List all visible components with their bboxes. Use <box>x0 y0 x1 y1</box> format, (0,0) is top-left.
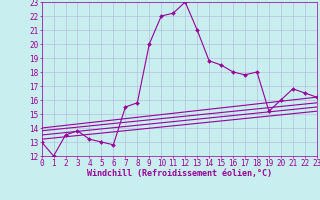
X-axis label: Windchill (Refroidissement éolien,°C): Windchill (Refroidissement éolien,°C) <box>87 169 272 178</box>
